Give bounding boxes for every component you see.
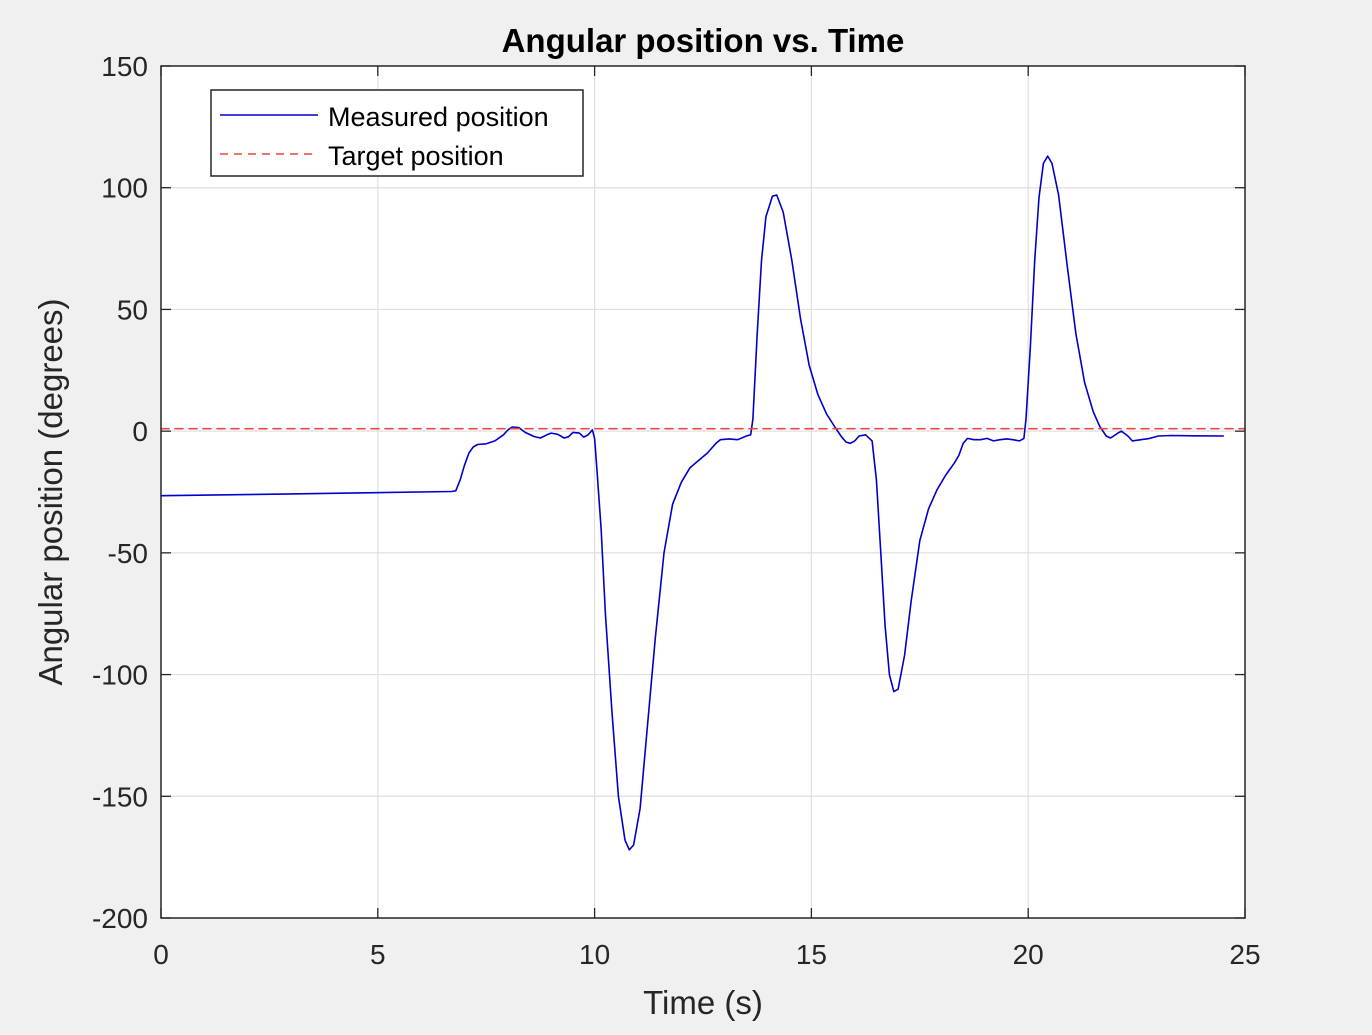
plot-frame [160,65,1246,919]
series-layer [160,155,1246,851]
y-tick-label: 50 [117,294,148,325]
y-tick-label: -200 [92,903,148,934]
x-tick-label: 5 [370,939,386,970]
series-line-measured-position [160,155,1225,851]
legend-label-measured-position: Measured position [328,102,549,132]
x-axis-tick-labels: 0 5 10 15 20 25 [153,939,1260,970]
y-axis-tick-labels: 150 100 50 0 -50 -100 -150 -200 [92,51,148,934]
grid [161,66,1245,918]
plot-area [161,66,1245,918]
x-tick-label: 0 [153,939,169,970]
chart-title: Angular position vs. Time [502,22,905,59]
legend: Measured position Target position [210,89,584,177]
x-tick-label: 20 [1013,939,1044,970]
y-axis-label: Angular position (degrees) [32,298,69,685]
x-axis-label: Time (s) [643,984,763,1021]
x-tick-label: 10 [579,939,610,970]
y-tick-label: -150 [92,781,148,812]
y-tick-label: 0 [132,416,148,447]
y-tick-label: -50 [108,538,148,569]
x-tick-label: 15 [796,939,827,970]
axis-ticks [160,65,1246,919]
legend-label-target-position: Target position [328,141,504,171]
legend-box [210,89,584,177]
y-tick-label: 150 [101,51,148,82]
y-tick-label: 100 [101,173,148,204]
x-tick-label: 25 [1229,939,1260,970]
y-tick-label: -100 [92,660,148,691]
